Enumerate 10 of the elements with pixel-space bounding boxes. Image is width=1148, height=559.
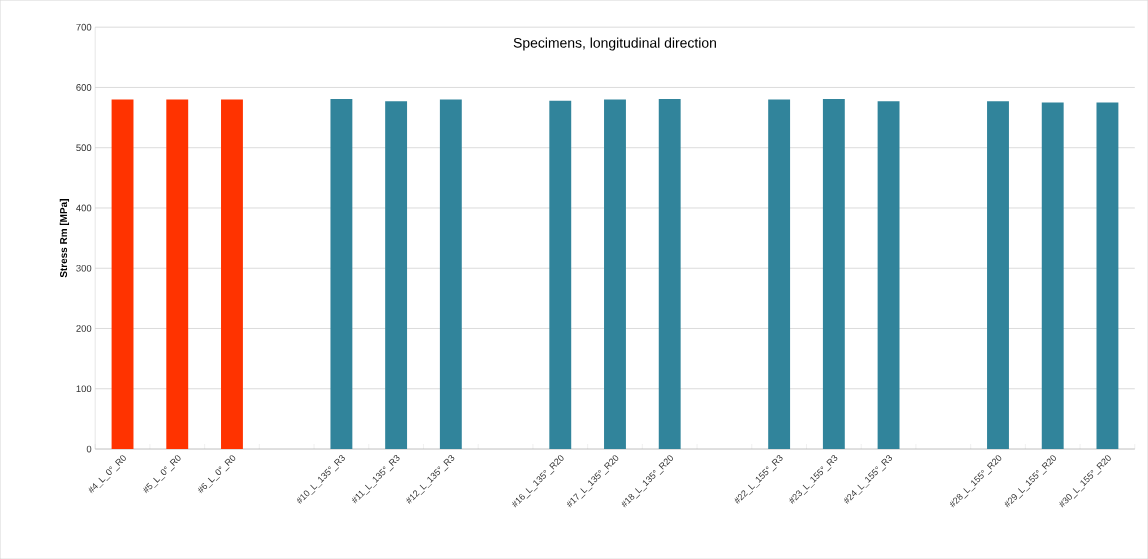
y-tick-label: 600 bbox=[76, 84, 92, 91]
y-tick-label: 100 bbox=[76, 385, 92, 393]
y-tick-label: 300 bbox=[76, 264, 92, 272]
y-tick-label: 0 bbox=[86, 445, 92, 453]
y-tick-label: 400 bbox=[76, 204, 92, 212]
y-tick-label: 700 bbox=[76, 23, 92, 31]
y-tick-label: 500 bbox=[76, 144, 92, 151]
y-axis-title: Stress Rm [MPa] bbox=[59, 199, 70, 278]
y-tick-label: 200 bbox=[76, 325, 92, 332]
text: Specimens, longitudinal direction bbox=[513, 37, 716, 51]
